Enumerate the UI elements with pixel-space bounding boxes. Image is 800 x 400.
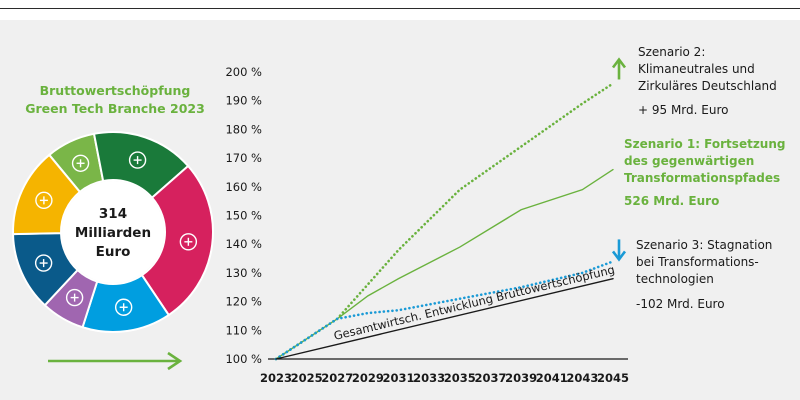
y-tick-label: 190 %: [225, 94, 262, 108]
y-tick-label: 170 %: [225, 151, 262, 165]
baseline-label: Gesamtwirtsch. Entwicklung Bruttowertsch…: [332, 262, 616, 343]
y-tick-label: 100 %: [225, 352, 262, 366]
chart-axes: 100 % 110 % 120 % 130 % 140 % 150 % 160 % 170 %…: [225, 65, 629, 385]
series-line-base: [275, 277, 614, 360]
scenario-1-line: des gegenwärtigen: [624, 154, 755, 168]
scenario-2-label: Szenario 2: Klimaneutrales und Zirkuläre…: [638, 44, 777, 119]
donut-title: Bruttowertschöpfung Green Tech Branche 2…: [20, 82, 210, 118]
scenario-1-line: Transformationspfades: [624, 171, 781, 185]
donut-center-text: Euro: [96, 244, 131, 260]
water-drop-icon: [114, 298, 133, 316]
series-line-s1: [275, 168, 614, 360]
scenario-3-value: -102 Mrd. Euro: [636, 297, 725, 311]
x-tick-label: 2041: [536, 371, 568, 385]
x-tick-label: 2023: [260, 371, 292, 385]
electric-car-icon: [35, 191, 53, 210]
donut-title-line: Bruttowertschöpfung: [39, 83, 191, 98]
y-tick-label: 140 %: [225, 237, 262, 251]
factory-icon: [34, 254, 53, 272]
series-line-s3: [274, 260, 615, 361]
y-tick-label: 160 %: [225, 180, 262, 194]
arrow-down-icon: [611, 239, 627, 262]
donut-title-line: Green Tech Branche 2023: [25, 101, 205, 116]
donut-center-text: Milliarden: [75, 225, 151, 241]
x-tick-label: 2033: [413, 371, 445, 385]
scenario-2-line: Szenario 2:: [638, 45, 706, 59]
x-tick-label: 2025: [291, 371, 323, 385]
scenario-1-value: 526 Mrd. Euro: [624, 194, 720, 208]
crops-icon: [71, 154, 90, 172]
y-tick-label: 120 %: [225, 295, 262, 309]
scenario-2-line: Klimaneutrales und: [638, 62, 755, 76]
x-tick-label: 2045: [597, 371, 629, 385]
y-tick-label: 130 %: [225, 266, 262, 280]
recycling-icon: [179, 233, 198, 251]
y-tick-label: 150 %: [225, 209, 262, 223]
scenario-3-line: Szenario 3: Stagnation: [636, 238, 773, 252]
chart-series: Gesamtwirtsch. Entwicklung Bruttowertsch…: [274, 82, 616, 361]
y-tick-label: 180 %: [225, 122, 262, 136]
donut-segment: [140, 164, 214, 317]
donut-chart: 314 Milliarden Euro: [12, 131, 214, 333]
x-tick-label: 2037: [474, 371, 506, 385]
donut-center-text: 314: [99, 206, 127, 222]
y-tick-label: 110 %: [225, 323, 262, 337]
top-rule: [0, 8, 800, 9]
donut-hole: [62, 181, 164, 283]
hands-globe-icon: [65, 288, 84, 307]
series-line-s2: [274, 82, 615, 361]
x-tick-label: 2031: [383, 371, 415, 385]
x-tick-label: 2043: [566, 371, 598, 385]
donut-segment: [12, 153, 82, 236]
x-tick-label: 2027: [321, 371, 353, 385]
chart-arrows: [611, 57, 627, 262]
scenario-3-line: technologien: [636, 272, 714, 286]
arrow-up-icon: [611, 57, 627, 80]
x-tick-label: 2039: [505, 371, 537, 385]
x-tick-label: 2035: [444, 371, 476, 385]
scenario-1-label: Szenario 1: Fortsetzung des gegenwärtige…: [624, 136, 785, 210]
scenario-2-value: + 95 Mrd. Euro: [638, 103, 729, 117]
scenario-3-label: Szenario 3: Stagnation bei Transformatio…: [636, 237, 772, 313]
x-tick-label: 2029: [352, 371, 384, 385]
wind-turbines-icon: [128, 151, 147, 169]
scenario-3-line: bei Transformations-: [636, 255, 759, 269]
scenario-1-line: Szenario 1: Fortsetzung: [624, 137, 786, 151]
left-arrow-icon: [48, 351, 183, 371]
y-tick-label: 200 %: [225, 65, 262, 79]
scenario-2-line: Zirkuläres Deutschland: [638, 79, 777, 93]
